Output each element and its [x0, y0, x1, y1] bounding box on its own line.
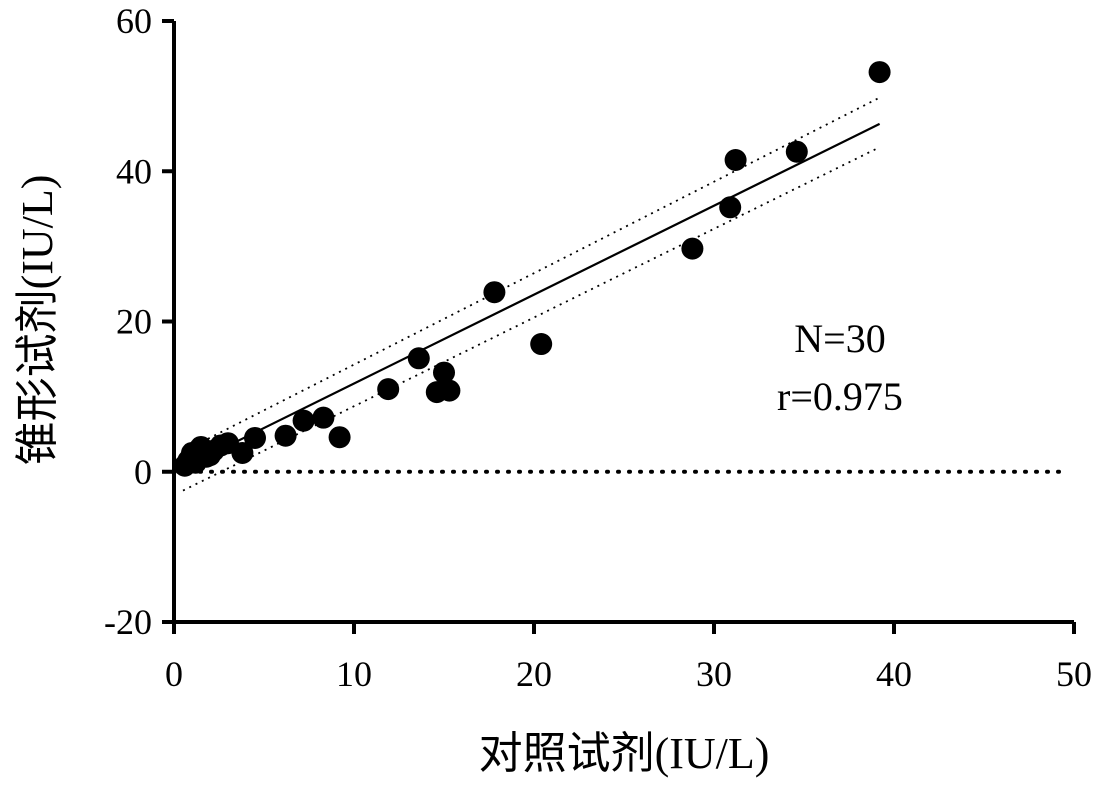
- data-point: [433, 361, 455, 384]
- annotation-n: N=30: [794, 316, 885, 361]
- data-point: [199, 444, 221, 467]
- y-tick-label: -20: [104, 602, 152, 642]
- x-tick-label: 10: [336, 654, 372, 694]
- x-axis-title: 对照试剂(IU/L): [479, 729, 770, 778]
- x-tick-label: 50: [1056, 654, 1092, 694]
- x-tick-label: 40: [876, 654, 912, 694]
- data-point: [312, 406, 335, 429]
- data-point: [681, 237, 704, 260]
- data-point: [231, 441, 254, 464]
- y-tick-label: 40: [116, 151, 152, 191]
- data-point: [438, 379, 461, 402]
- annotation-r: r=0.975: [777, 374, 903, 419]
- data-point: [724, 148, 747, 171]
- regression-line: [182, 122, 881, 469]
- confidence-band-upper: [182, 96, 881, 453]
- y-tick-label: 20: [116, 302, 152, 342]
- x-tick-label: 0: [165, 654, 183, 694]
- data-point: [719, 196, 742, 219]
- data-point: [274, 424, 297, 447]
- x-tick-label: 30: [696, 654, 732, 694]
- data-point: [407, 347, 430, 370]
- y-tick-label: 60: [116, 1, 152, 41]
- data-point: [785, 140, 808, 163]
- x-tick-label: 20: [516, 654, 552, 694]
- y-axis-title: 锥形试剂(IU/L): [13, 175, 62, 466]
- data-point: [530, 333, 553, 356]
- data-point: [483, 281, 506, 304]
- data-point: [377, 378, 400, 401]
- data-point: [292, 409, 315, 432]
- data-point: [328, 426, 351, 449]
- data-point: [244, 426, 266, 449]
- data-point: [868, 61, 891, 84]
- y-tick-label: 0: [134, 452, 152, 492]
